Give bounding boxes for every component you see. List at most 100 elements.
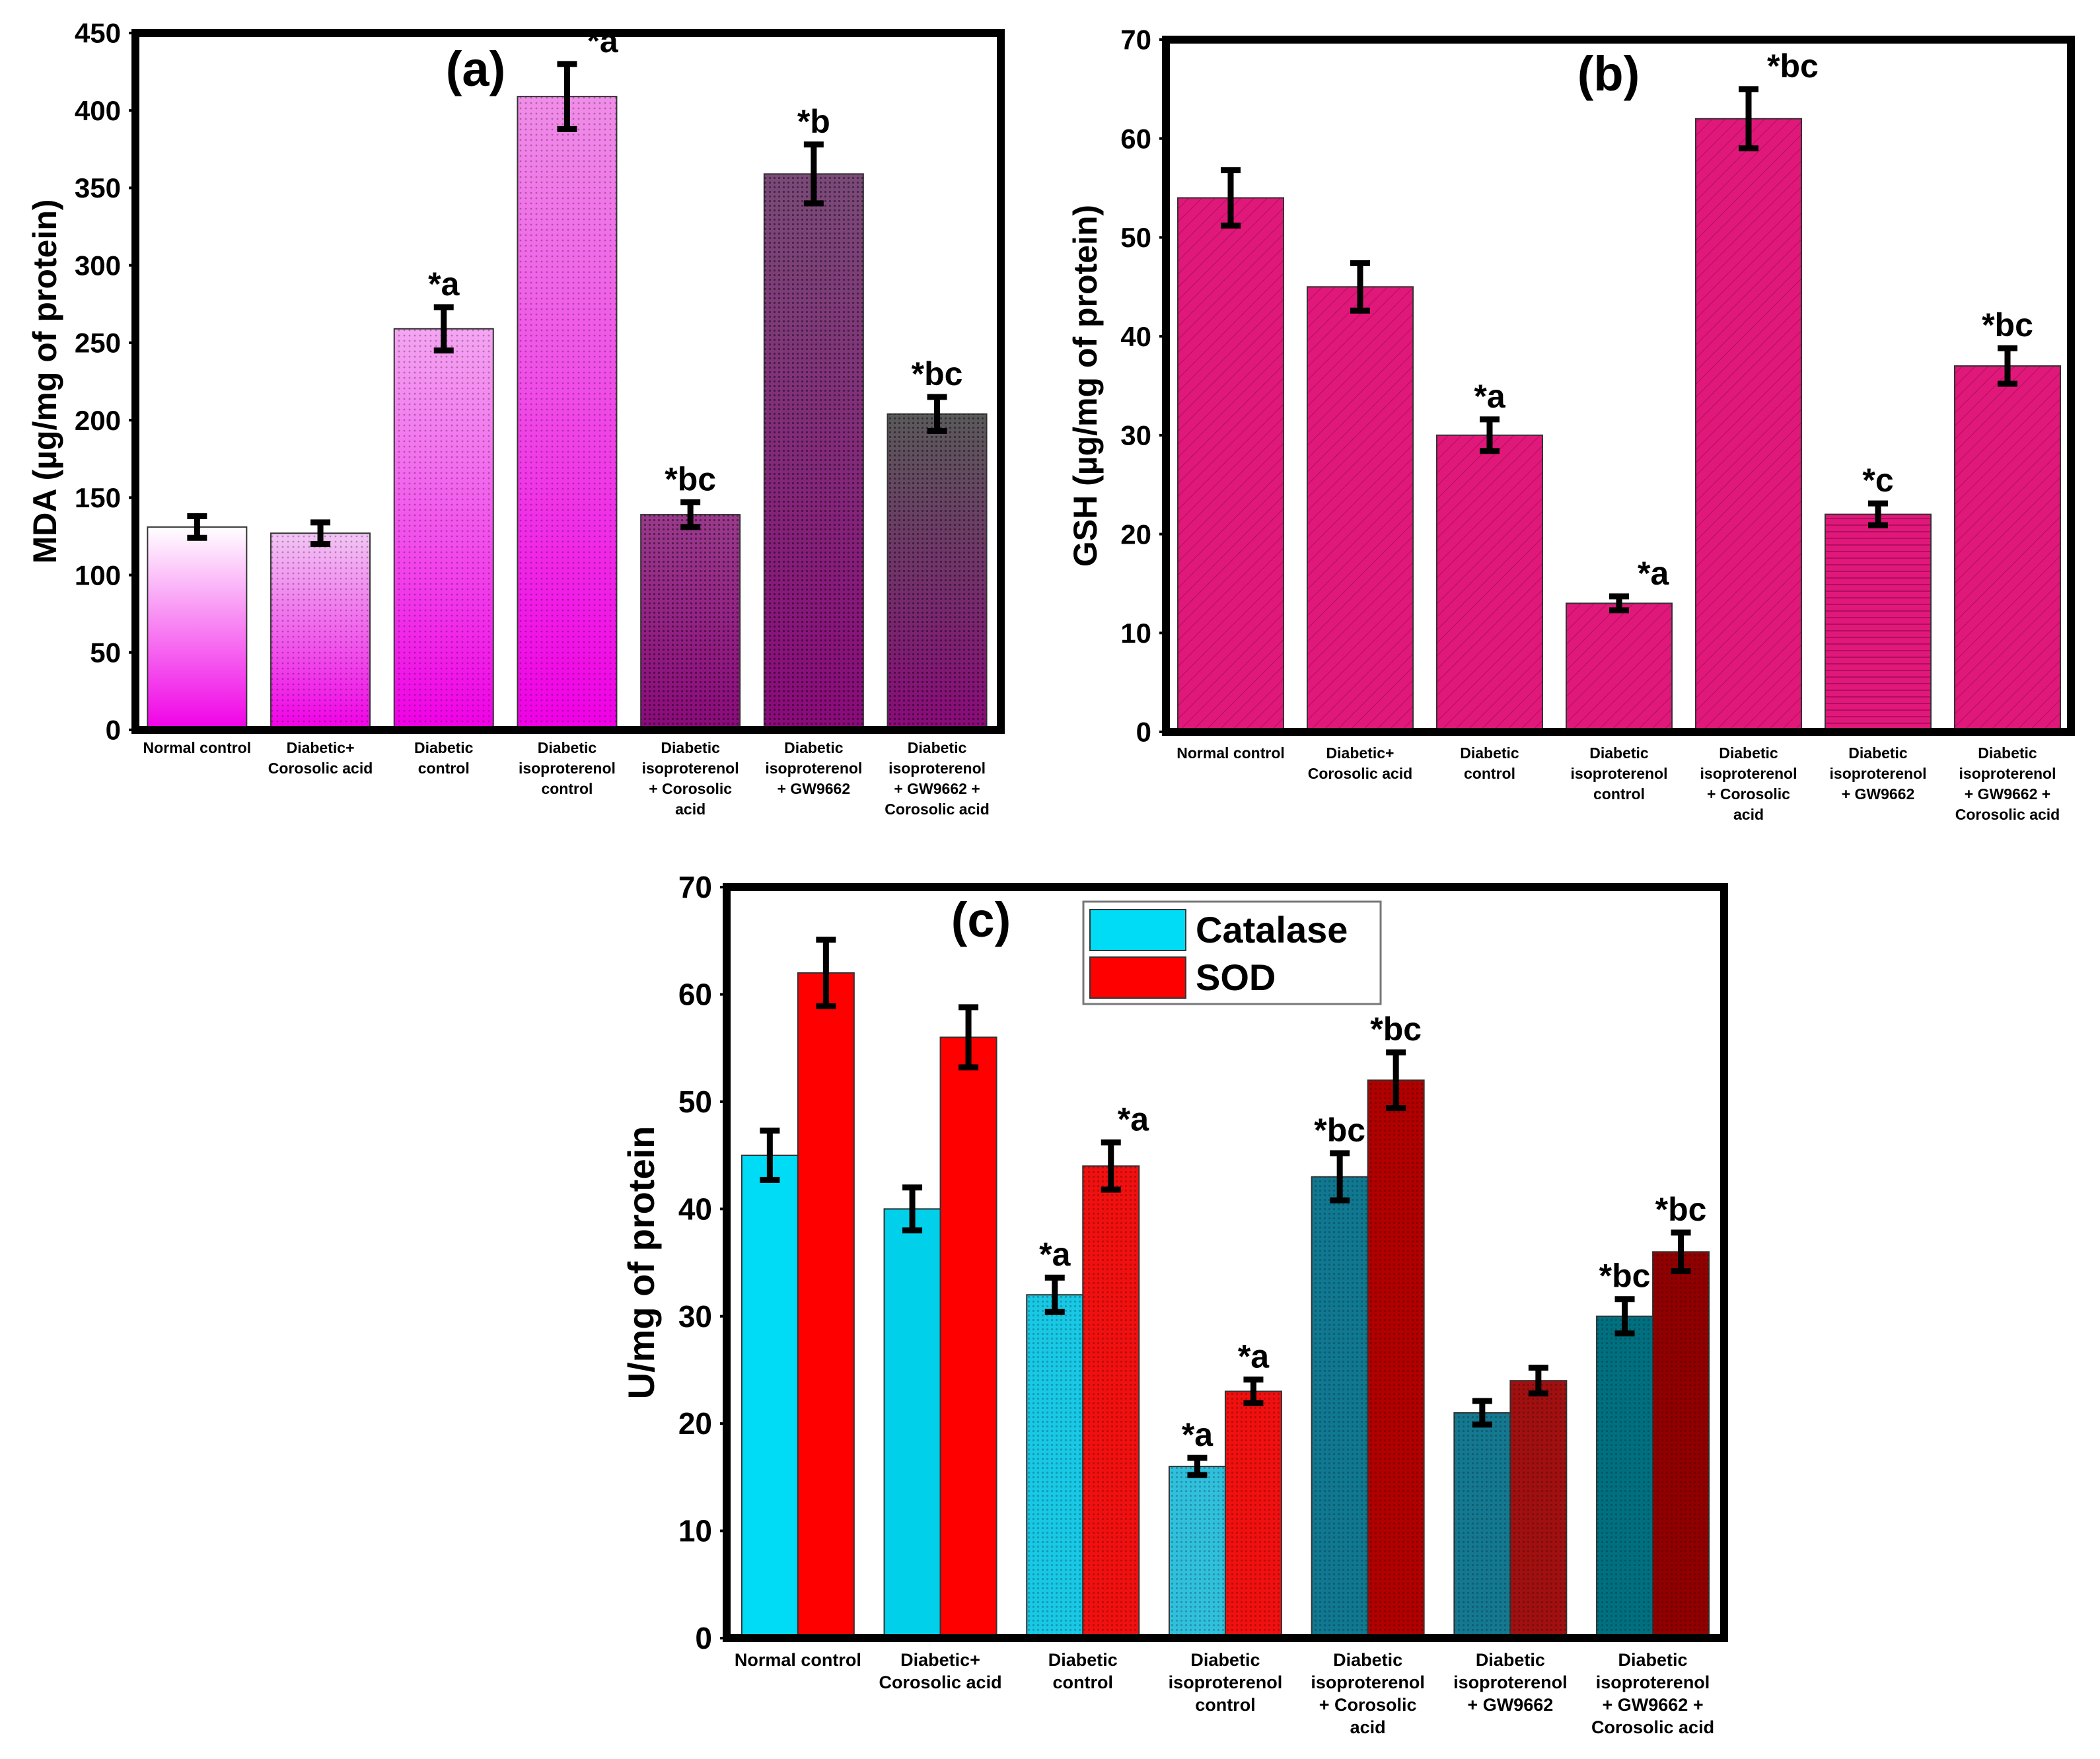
significance-label: *bc xyxy=(1599,1258,1651,1295)
category-label: isoproterenol xyxy=(1169,1672,1283,1692)
catalase-bar xyxy=(741,1155,799,1639)
y-tick-label: 300 xyxy=(75,250,121,281)
y-tick-label: 60 xyxy=(678,978,712,1012)
bar-texture xyxy=(1566,603,1672,732)
category-label: + GW9662 xyxy=(778,780,851,797)
y-tick-label: 50 xyxy=(678,1085,712,1119)
y-tick-label: 60 xyxy=(1120,123,1151,154)
y-tick-label: 150 xyxy=(75,482,121,513)
category-label: Diabetic xyxy=(1848,744,1908,762)
category-label: Diabetic xyxy=(1333,1650,1402,1670)
legend-label-sod: SOD xyxy=(1196,956,1276,998)
category-label: Diabetic xyxy=(784,739,844,756)
catalase-bar xyxy=(883,1208,941,1639)
significance-label: *a xyxy=(1474,378,1505,415)
category-label: isoproterenol xyxy=(519,760,616,777)
category-label: isoproterenol xyxy=(1453,1672,1568,1692)
bar-texture xyxy=(1027,1295,1083,1638)
category-label: Corosolic acid xyxy=(1955,806,2060,823)
bar-texture xyxy=(1311,1176,1368,1638)
y-tick-label: 0 xyxy=(1136,717,1151,748)
y-tick-label: 10 xyxy=(678,1514,712,1548)
plot-frame xyxy=(1162,36,2075,736)
category-label: Corosolic acid xyxy=(1308,765,1412,782)
y-tick-label: 20 xyxy=(1120,519,1151,550)
category-label: Normal control xyxy=(735,1650,861,1670)
category-label: isoproterenol xyxy=(642,760,739,777)
bar-texture xyxy=(1955,366,2060,732)
bar-texture xyxy=(1307,287,1413,732)
category-label: isoproterenol xyxy=(1311,1672,1425,1692)
category-label: isoproterenol xyxy=(888,760,986,777)
category-label: Diabetic xyxy=(661,739,720,756)
y-tick-label: 450 xyxy=(75,18,121,49)
y-tick-label: 200 xyxy=(75,405,121,436)
category-label: acid xyxy=(675,801,706,818)
significance-label: *a xyxy=(1039,1236,1071,1273)
category-label: Diabetic+ xyxy=(287,739,355,756)
significance-label: *bc xyxy=(665,460,716,497)
category-label: control xyxy=(1464,765,1515,782)
bar-texture xyxy=(887,413,987,730)
significance-label: *bc xyxy=(1314,1112,1365,1149)
category-label: Diabetic xyxy=(1476,1650,1545,1670)
bar-texture xyxy=(1454,1412,1511,1638)
category-label: Diabetic xyxy=(414,739,474,756)
y-axis-label: MDA (µg/mg of protein) xyxy=(26,199,63,564)
panel-label: (a) xyxy=(446,42,505,96)
category-label: Corosolic acid xyxy=(268,760,373,777)
category-label: control xyxy=(1195,1695,1256,1715)
category-label: Normal control xyxy=(1177,744,1285,762)
chart-panel-a: *a *a *bc *b *bc 0 50 100 150 200 250 300 350 400 450 M… xyxy=(26,18,1005,818)
bar-texture xyxy=(641,515,741,730)
category-label: Diabetic xyxy=(538,739,597,756)
y-tick-label: 40 xyxy=(678,1192,712,1226)
bar-texture xyxy=(1825,514,1931,732)
y-tick-label: 100 xyxy=(75,559,121,591)
y-axis-label: U/mg of protein xyxy=(620,1126,662,1400)
bar-texture xyxy=(1653,1252,1710,1638)
category-label: acid xyxy=(1350,1717,1386,1737)
category-label: Diabetic xyxy=(1719,744,1778,762)
significance-label: *c xyxy=(1862,462,1893,499)
category-label: isoproterenol xyxy=(1700,765,1797,782)
y-tick-label: 400 xyxy=(75,95,121,126)
y-tick-label: 20 xyxy=(678,1406,712,1441)
category-label: isoproterenol xyxy=(1596,1672,1710,1692)
category-label: Diabetic xyxy=(1460,744,1519,762)
category-label: Diabetic xyxy=(1190,1650,1260,1670)
legend-label-catalase: Catalase xyxy=(1196,909,1348,951)
significance-label: *a xyxy=(428,266,460,303)
bar-texture xyxy=(1437,435,1542,732)
legend-swatch-catalase xyxy=(1089,909,1186,951)
chart-panel-c: *a*a*bc*bc*a*a*bc*bc010203040506070U/mg … xyxy=(620,870,1728,1737)
y-tick-label: 50 xyxy=(1120,222,1151,253)
category-label: + GW9662 + xyxy=(1603,1695,1704,1715)
y-tick-label: 350 xyxy=(75,172,121,203)
bar-texture xyxy=(1510,1381,1567,1638)
category-label: Normal control xyxy=(143,739,252,756)
mda-bar xyxy=(147,526,248,731)
category-label: + GW9662 xyxy=(1467,1695,1553,1715)
category-label: Corosolic acid xyxy=(1591,1717,1714,1737)
category-label: control xyxy=(541,780,593,797)
bar-texture xyxy=(1083,1166,1140,1638)
category-label: Diabetic xyxy=(1048,1650,1118,1670)
significance-label: *a xyxy=(1118,1101,1149,1138)
category-label: Diabetic xyxy=(1589,744,1649,762)
significance-label: *a xyxy=(1238,1338,1270,1375)
category-label: acid xyxy=(1733,806,1764,823)
sod-bar xyxy=(797,972,855,1639)
category-label: Diabetic xyxy=(1618,1650,1688,1670)
significance-label: *a xyxy=(1638,555,1669,592)
category-label: Corosolic acid xyxy=(885,801,989,818)
category-label: control xyxy=(418,760,470,777)
category-label: + GW9662 + xyxy=(1965,785,2050,803)
chart-panel-b: *a *a *bc *c *bc 0 10 20 30 40 50 60 70 GSH (µg/mg of… xyxy=(1067,24,2075,823)
significance-label: *b xyxy=(797,103,830,140)
bar-texture xyxy=(394,328,493,730)
bar-texture xyxy=(1367,1080,1424,1638)
category-label: isoproterenol xyxy=(1830,765,1927,782)
y-axis-label: GSH (µg/mg of protein) xyxy=(1067,205,1104,567)
